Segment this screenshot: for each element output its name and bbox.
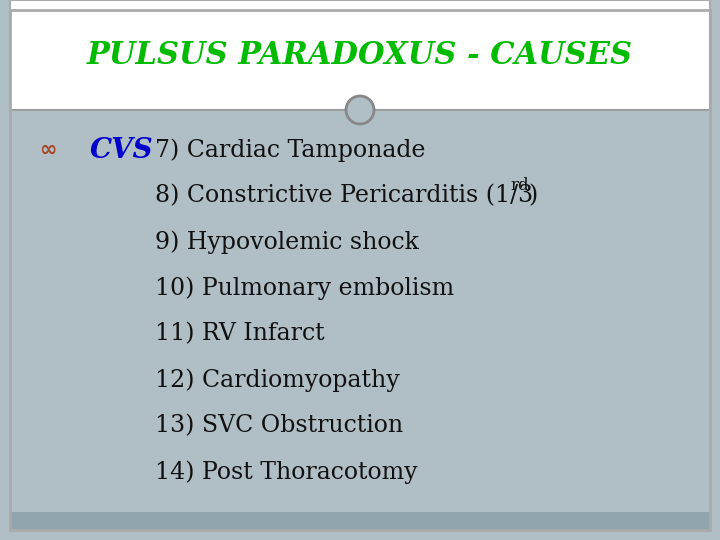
Text: 8) Constrictive Pericarditis (1/3: 8) Constrictive Pericarditis (1/3 [155, 185, 533, 207]
Text: PULSUS PARADOXUS - CAUSES: PULSUS PARADOXUS - CAUSES [87, 39, 633, 71]
Text: CVS: CVS [90, 137, 153, 164]
Circle shape [346, 96, 374, 124]
Text: 11) RV Infarct: 11) RV Infarct [155, 322, 325, 346]
Text: rd: rd [510, 178, 528, 194]
Text: 7) Cardiac Tamponade: 7) Cardiac Tamponade [155, 138, 426, 162]
Text: ∞: ∞ [40, 140, 57, 160]
Bar [10, 512, 710, 530]
Text: ): ) [528, 185, 537, 207]
Bar [10, 0, 710, 110]
Text: 10) Pulmonary embolism: 10) Pulmonary embolism [155, 276, 454, 300]
Text: 12) Cardiomyopathy: 12) Cardiomyopathy [155, 368, 400, 392]
Text: 9) Hypovolemic shock: 9) Hypovolemic shock [155, 230, 419, 254]
Text: 13) SVC Obstruction: 13) SVC Obstruction [155, 415, 403, 437]
Text: 14) Post Thoracotomy: 14) Post Thoracotomy [155, 460, 418, 484]
Bar [10, 110, 710, 515]
